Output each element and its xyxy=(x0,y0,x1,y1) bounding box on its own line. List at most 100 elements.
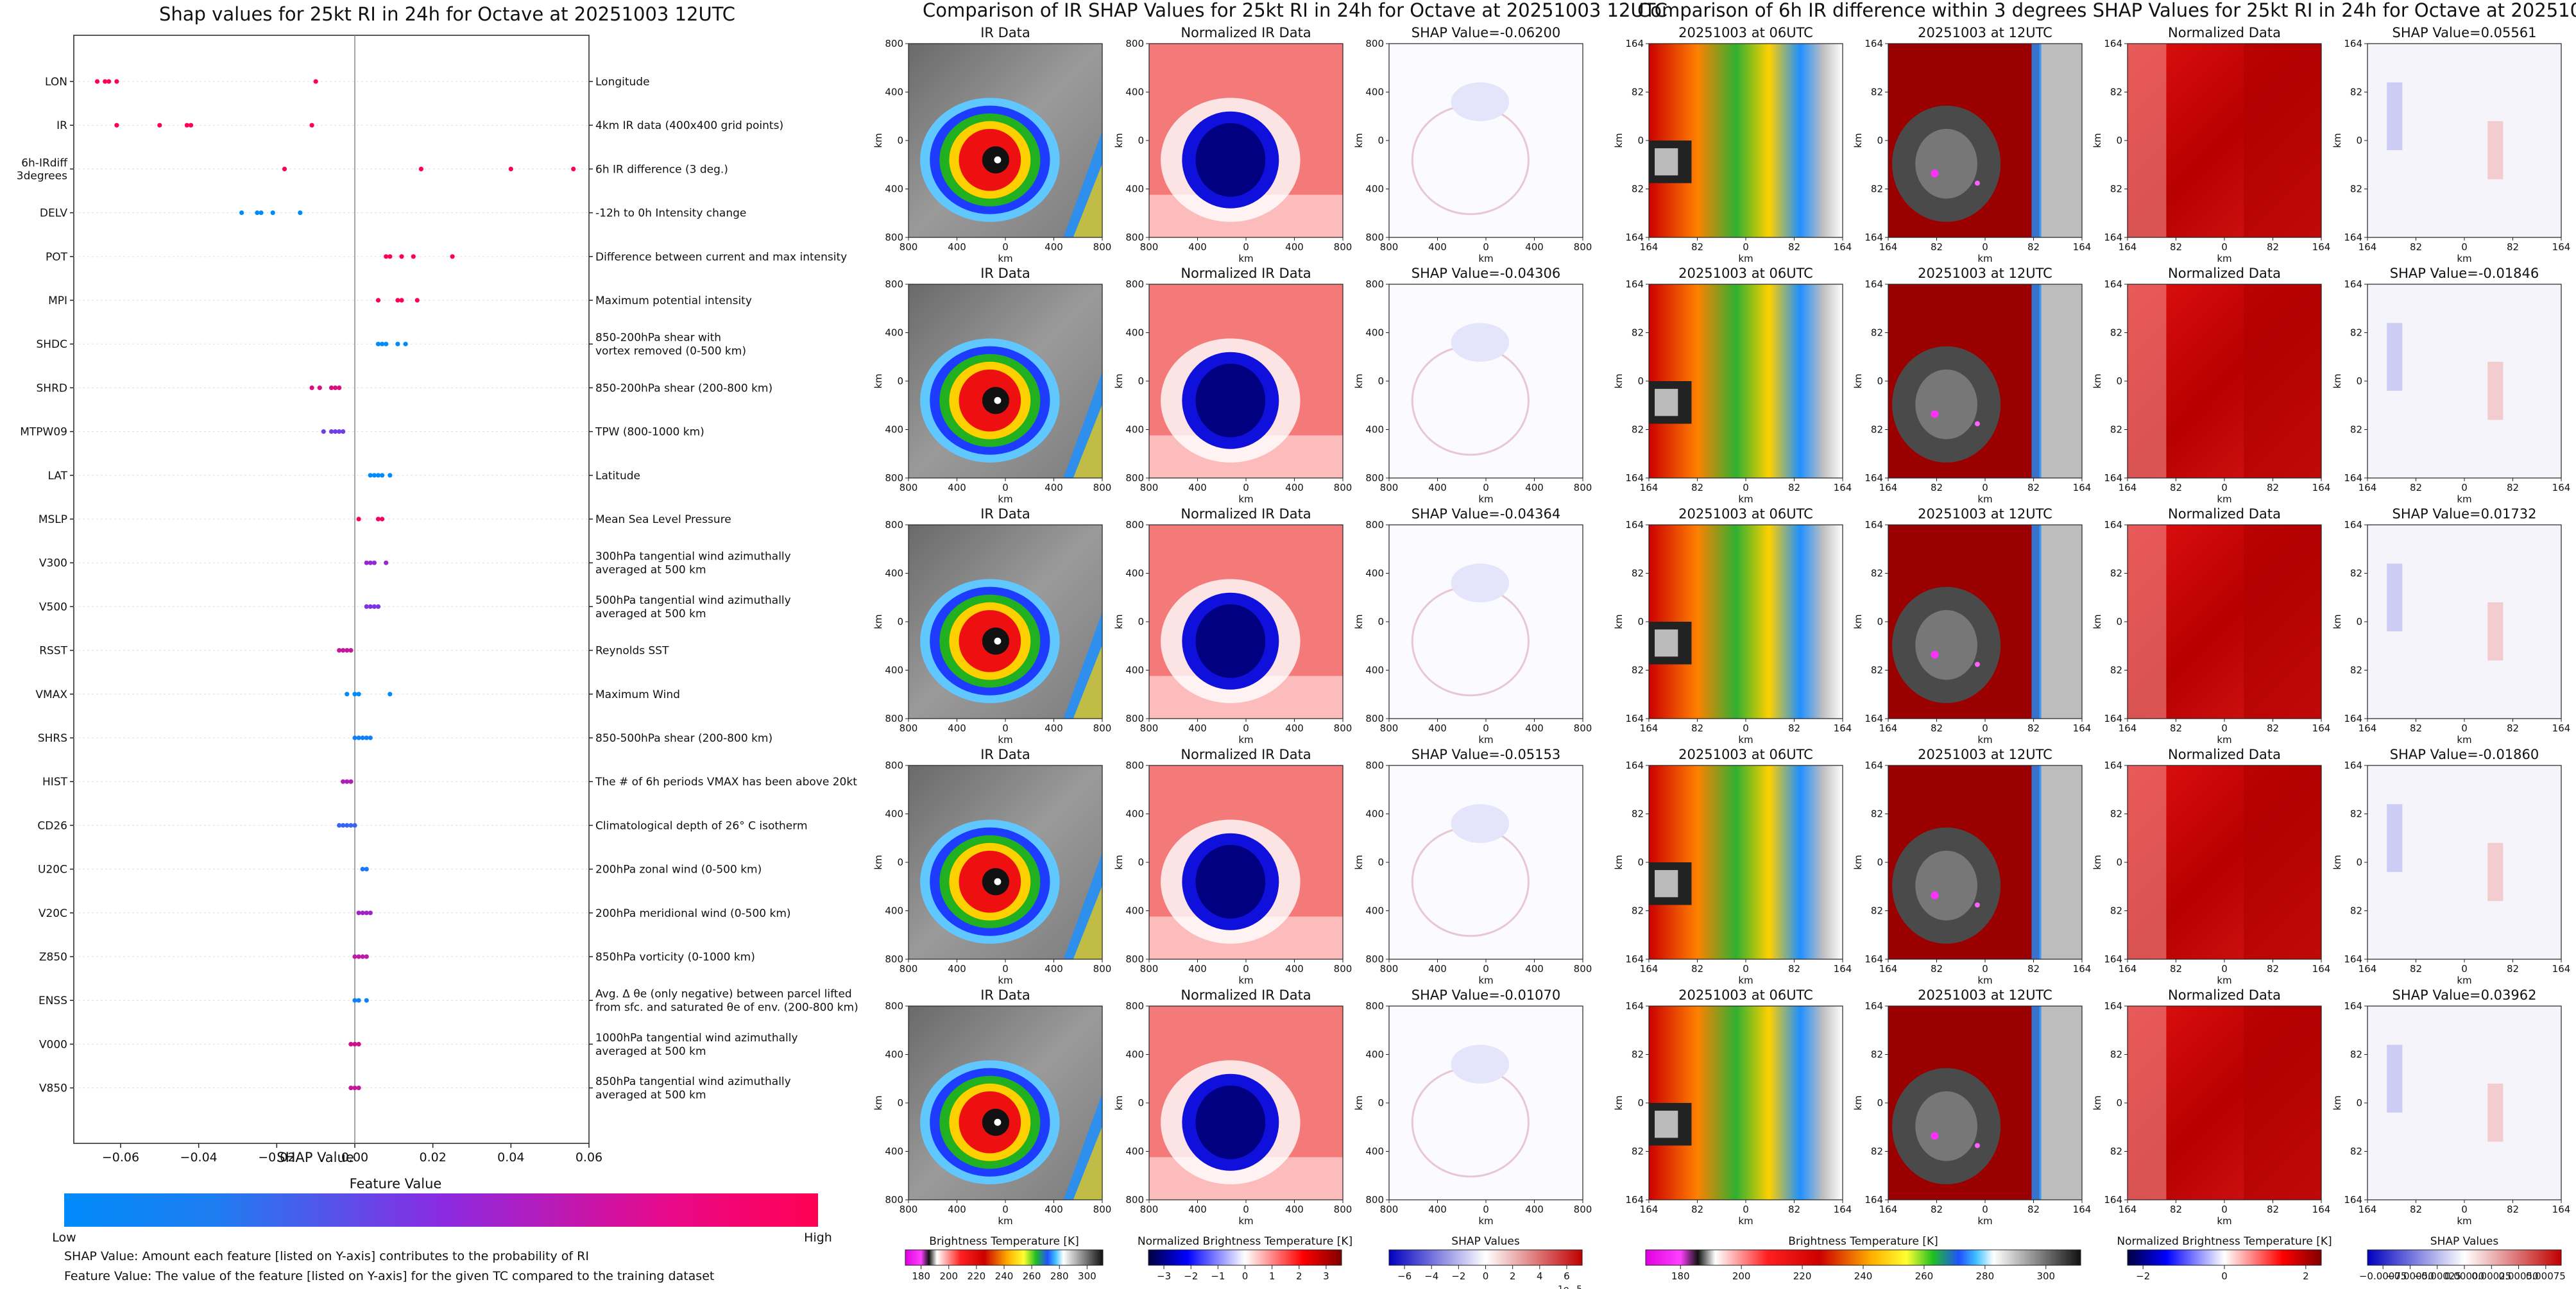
x-tick-label: 400 xyxy=(1045,722,1063,734)
x-tick-label: 0 xyxy=(2221,963,2228,975)
y-tick-label: 0 xyxy=(2116,616,2122,627)
x-tick-label: −0.02 xyxy=(258,1150,295,1165)
colorbar-tick-label: −0.00075 xyxy=(2359,1270,2407,1282)
y-tick-label: 82 xyxy=(1871,184,1883,195)
x-axis-label: km xyxy=(1478,253,1493,264)
y-tick-label: 82 xyxy=(2110,665,2122,676)
shap-point xyxy=(356,910,361,916)
y-tick-label: 0 xyxy=(897,135,903,146)
irdiff-comparison-title: Comparison of 6h IR difference within 3 … xyxy=(1637,0,2576,21)
y-tick-label: 0 xyxy=(1637,616,1644,627)
map-panel: Normalized IR Data8008004004000040040080… xyxy=(1113,747,1352,986)
x-tick-label: 82 xyxy=(2027,241,2040,253)
map-panel: SHAP Value=-0.01860164164828200828216416… xyxy=(2332,747,2570,986)
shap-point xyxy=(107,79,112,84)
shap-summary-title: Shap values for 25kt RI in 24h for Octav… xyxy=(159,3,735,25)
x-axis-label: km xyxy=(1738,734,1753,746)
x-tick-label: 82 xyxy=(1691,963,1703,975)
y-tick-label: 82 xyxy=(2110,905,2122,917)
x-tick-label: 82 xyxy=(2410,482,2422,493)
x-tick-label: 82 xyxy=(2170,1204,2182,1215)
y-tick-label: 82 xyxy=(1871,1146,1883,1157)
y-axis-label: km xyxy=(1613,133,1625,148)
x-tick-label: 82 xyxy=(1788,722,1800,734)
shap-point xyxy=(328,385,334,391)
x-tick-label: 82 xyxy=(2410,241,2422,253)
x-tick-label: 82 xyxy=(2267,1204,2279,1215)
y-tick-label: 400 xyxy=(1125,665,1144,676)
y-tick-label: 0 xyxy=(1877,1097,1883,1109)
feature-name-label: 6h-IRdiff xyxy=(21,157,68,169)
feature-description-label: 850-200hPa shear (200-800 km) xyxy=(595,382,772,395)
shap-point xyxy=(356,692,361,697)
x-tick-label: 82 xyxy=(1788,482,1800,493)
y-tick-label: 0 xyxy=(2356,1097,2362,1109)
colorbar-tick-label: 200 xyxy=(1732,1270,1751,1282)
y-tick-label: 0 xyxy=(1378,1097,1384,1109)
x-tick-label: 164 xyxy=(2073,482,2092,493)
shap-point xyxy=(388,692,393,697)
y-tick-label: 164 xyxy=(1864,519,1883,531)
x-tick-label: 0 xyxy=(1243,241,1249,253)
y-axis-label: km xyxy=(2092,614,2103,629)
y-tick-label: 0 xyxy=(1637,857,1644,868)
x-tick-label: 164 xyxy=(2552,722,2571,734)
y-axis-label: km xyxy=(2332,133,2343,148)
y-tick-label: 82 xyxy=(1871,808,1883,820)
panel-title: 20251003 at 06UTC xyxy=(1678,266,1813,281)
x-axis-label: km xyxy=(2217,253,2231,264)
y-tick-label: 400 xyxy=(1125,568,1144,579)
map-panel: 20251003 at 06UTC1641648282008282164164k… xyxy=(1613,987,1852,1227)
colorbar-tick-label: −2 xyxy=(1451,1270,1465,1282)
shap-point xyxy=(328,429,334,434)
feature-description-label: averaged at 500 km xyxy=(595,608,706,620)
x-tick-label: 82 xyxy=(1788,1204,1800,1215)
x-tick-label: 800 xyxy=(1380,482,1399,493)
x-tick-label: 0 xyxy=(1743,241,1749,253)
feature-description-label: 200hPa meridional wind (0-500 km) xyxy=(595,907,791,920)
panel-title: 20251003 at 12UTC xyxy=(1918,25,2052,40)
x-tick-label: 164 xyxy=(2312,1204,2331,1215)
shap-point xyxy=(345,823,350,828)
map-panel: SHAP Value=0.055611641648282008282164164… xyxy=(2332,25,2570,264)
x-tick-label: 0 xyxy=(1243,963,1249,975)
y-tick-label: 164 xyxy=(1625,472,1644,484)
x-tick-label: 164 xyxy=(1640,482,1659,493)
x-tick-label: 82 xyxy=(2170,241,2182,253)
shap-point xyxy=(571,166,576,171)
x-axis-label: km xyxy=(1478,493,1493,505)
colorbar-tick-label: 0.00050 xyxy=(2499,1270,2539,1282)
x-tick-label: 0.02 xyxy=(420,1150,447,1165)
x-axis-label: km xyxy=(1738,493,1753,505)
panel-title: Normalized Data xyxy=(2168,506,2281,522)
y-axis-label: km xyxy=(2092,855,2103,869)
y-tick-label: 400 xyxy=(885,1049,903,1061)
shap-point xyxy=(352,735,357,740)
panel-title: 20251003 at 06UTC xyxy=(1678,987,1813,1003)
colorbar-tick-label: −1 xyxy=(1211,1270,1225,1282)
x-tick-label: 800 xyxy=(1574,963,1592,975)
shap-point xyxy=(255,210,260,216)
colorbar-tick-label: 0.00000 xyxy=(2444,1270,2484,1282)
x-tick-label: 164 xyxy=(2073,963,2092,975)
x-tick-label: 164 xyxy=(2358,241,2377,253)
x-tick-label: −0.06 xyxy=(102,1150,139,1165)
x-tick-label: 164 xyxy=(2119,482,2137,493)
x-tick-label: 400 xyxy=(1188,722,1207,734)
y-tick-label: 400 xyxy=(885,327,903,339)
colorbar-tick-label: 0.00075 xyxy=(2526,1270,2566,1282)
shap-point xyxy=(356,516,361,522)
shap-point xyxy=(411,254,416,259)
y-tick-label: 0 xyxy=(1378,616,1384,627)
map-panel: 20251003 at 06UTC1641648282008282164164k… xyxy=(1613,506,1852,746)
y-tick-label: 82 xyxy=(2110,327,2122,339)
feature-name-label: U20C xyxy=(38,864,67,876)
colorbar-tick-label: 260 xyxy=(1915,1270,1934,1282)
x-tick-label: 0 xyxy=(2461,963,2468,975)
x-tick-label: 800 xyxy=(900,1204,918,1215)
x-tick-label: 400 xyxy=(1285,722,1304,734)
x-axis-label: km xyxy=(1738,975,1753,986)
y-tick-label: 164 xyxy=(2344,278,2362,290)
shap-point xyxy=(309,385,314,391)
shap-point xyxy=(356,735,361,740)
